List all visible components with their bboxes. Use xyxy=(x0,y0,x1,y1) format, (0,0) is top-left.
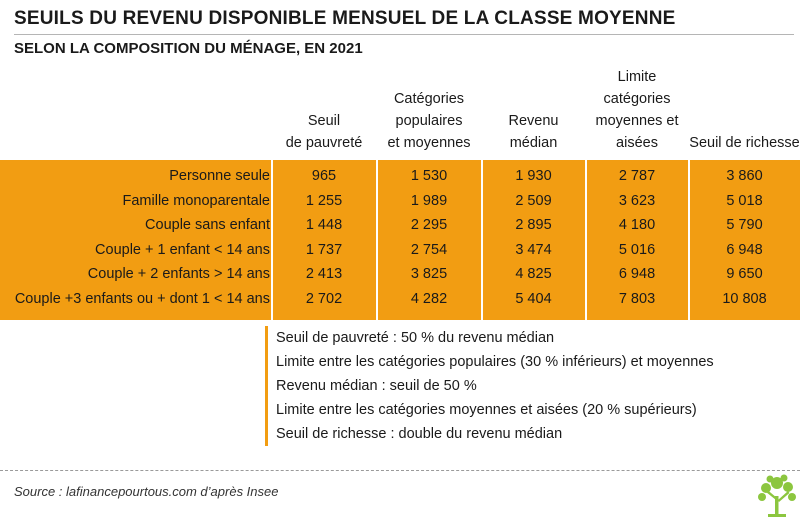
table-cell: 2 702 xyxy=(305,290,343,307)
table-cell: 1 989 xyxy=(410,192,448,209)
table-cell: 4 180 xyxy=(618,217,656,233)
legend-note: Limite entre les catégories populaires (… xyxy=(276,354,714,370)
table-cell: 2 787 xyxy=(618,168,656,184)
source-text: Source : lafinancepourtous.com d’après I… xyxy=(14,484,279,499)
row-label: Couple + 1 enfant < 14 ans xyxy=(95,241,270,258)
table-cell: 4 282 xyxy=(410,290,448,307)
legend-note: Revenu médian : seuil de 50 % xyxy=(276,378,477,394)
table-cell: 3 623 xyxy=(618,192,656,209)
row-label: Couple + 2 enfants > 14 ans xyxy=(87,266,270,282)
row-label: Famille monoparentale xyxy=(122,192,271,209)
table-background xyxy=(0,160,800,320)
table-cell: 6 948 xyxy=(618,266,656,282)
legend-note: Limite entre les catégories moyennes et … xyxy=(276,402,697,418)
table-cell: 2 895 xyxy=(515,217,552,233)
table-cell: 5 018 xyxy=(726,192,763,209)
table-cell: 3 474 xyxy=(515,241,552,258)
table-cell: 1 530 xyxy=(410,168,448,184)
table-cell: 5 790 xyxy=(726,217,763,233)
table-cell: 1 255 xyxy=(305,192,343,209)
table-cell: 2 413 xyxy=(305,266,343,282)
column-header: Seuil de pauvreté xyxy=(285,113,363,151)
table-cell: 1 448 xyxy=(305,217,343,233)
column-separator xyxy=(271,160,273,320)
column-header: Revenu médian xyxy=(508,113,559,151)
legend-notes: Seuil de pauvreté : 50 % du revenu média… xyxy=(265,326,714,446)
table-cell: 10 808 xyxy=(722,290,767,307)
column-separator xyxy=(376,160,378,320)
column-separator xyxy=(688,160,690,320)
row-label: Couple +3 enfants ou + dont 1 < 14 ans xyxy=(14,290,270,307)
table-cell: 4 825 xyxy=(515,266,552,282)
column-separator xyxy=(481,160,483,320)
legend-note: Seuil de richesse : double du revenu méd… xyxy=(276,426,563,442)
column-header: Catégories populaires et moyennes xyxy=(387,91,471,151)
legend-note: Seuil de pauvreté : 50 % du revenu média… xyxy=(276,330,555,346)
table-cell: 3 860 xyxy=(726,168,763,184)
table-cell: 7 803 xyxy=(618,290,656,307)
table-cell: 2 509 xyxy=(515,192,552,209)
column-separator xyxy=(585,160,587,320)
row-label: Personne seule xyxy=(169,168,270,184)
table-cell: 965 xyxy=(311,168,337,184)
table-cell: 3 825 xyxy=(410,266,448,282)
table-cell: 9 650 xyxy=(726,266,763,282)
page-subtitle: SELON LA COMPOSITION DU MÉNAGE, EN 2021 xyxy=(14,40,363,57)
table-cell: 6 948 xyxy=(726,241,763,258)
table-cell: 2 295 xyxy=(410,217,448,233)
table-cell: 1 930 xyxy=(515,168,552,184)
table-cell: 5 016 xyxy=(618,241,656,258)
row-label: Couple sans enfant xyxy=(145,217,270,233)
column-header: Limite catégories moyennes et aisées xyxy=(595,69,679,151)
table-cell: 5 404 xyxy=(515,290,552,307)
page-title: SEUILS DU REVENU DISPONIBLE MENSUEL DE L… xyxy=(14,8,794,35)
tree-logo-icon xyxy=(758,474,796,517)
footer-divider xyxy=(0,470,800,471)
table-cell: 2 754 xyxy=(410,241,448,258)
table-cell: 1 737 xyxy=(305,241,343,258)
column-header: Seuil de richesse xyxy=(689,135,800,151)
